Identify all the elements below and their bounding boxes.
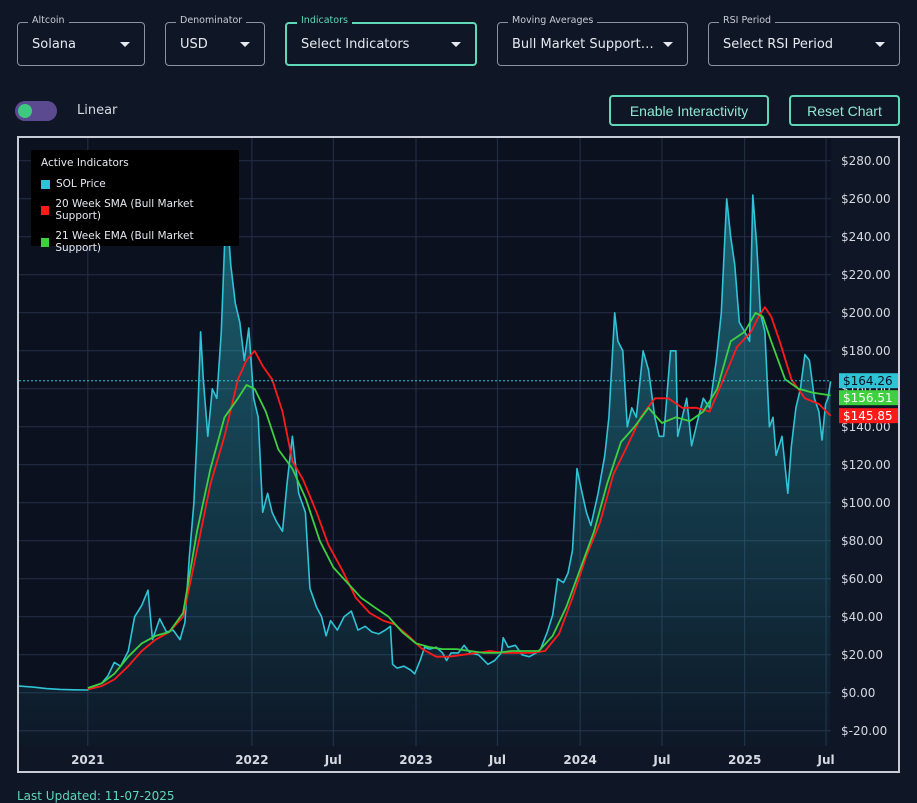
altcoin-select-label: Altcoin <box>28 15 69 26</box>
rsi-period-select[interactable]: RSI Period Select RSI Period <box>708 15 900 66</box>
legend-label: 20 Week SMA (Bull Market Support) <box>55 198 194 222</box>
y-tick-label: $80.00 <box>841 534 883 548</box>
y-tick-label: $0.00 <box>841 686 875 700</box>
x-tick-label: Jul <box>488 753 506 767</box>
scale-toggle-thumb <box>18 104 32 118</box>
legend-swatch <box>41 179 50 189</box>
y-tick-label: $-20.00 <box>841 724 887 738</box>
x-tick-label: Jul <box>324 753 342 767</box>
active-indicators-legend: Active Indicators SOL Price 20 Week SMA … <box>31 150 239 254</box>
y-tick-label: $280.00 <box>841 154 891 168</box>
x-tick-label: 2024 <box>563 753 596 767</box>
x-tick-label: 2023 <box>399 753 432 767</box>
last-value-badge-bg <box>839 408 898 424</box>
altcoin-select[interactable]: Altcoin Solana <box>17 15 145 66</box>
last-value-badge-text: $164.26 <box>843 374 893 388</box>
caret-down-icon <box>451 41 461 47</box>
y-tick-label: $20.00 <box>841 648 883 662</box>
badge-sol-price: $164.26 <box>839 373 898 389</box>
badge-20w-sma: $145.85 <box>839 408 898 424</box>
y-tick-label: $200.00 <box>841 306 891 320</box>
sol-price-line <box>19 194 832 691</box>
y-tick-label: $140.00 <box>841 420 891 434</box>
moving-averages-select[interactable]: Moving Averages Bull Market Support Band <box>497 15 688 66</box>
indicators-select[interactable]: Indicators Select Indicators <box>285 15 477 66</box>
y-tick-label: $220.00 <box>841 268 891 282</box>
last-value-badge-text: $156.51 <box>843 391 893 405</box>
badge-21w-ema: $156.51 <box>839 390 898 406</box>
enable-interactivity-button[interactable]: Enable Interactivity <box>609 95 769 126</box>
scale-toggle[interactable] <box>15 101 57 121</box>
last-updated: Last Updated: 11-07-2025 <box>17 789 175 803</box>
indicators-select-value: Select Indicators <box>301 36 410 52</box>
indicators-select-label: Indicators <box>297 15 352 26</box>
x-tick-label: 2025 <box>728 753 761 767</box>
legend-label: 21 Week EMA (Bull Market Support) <box>55 230 194 254</box>
rsi-period-select-label: RSI Period <box>719 15 776 26</box>
x-axis-panel <box>19 746 898 771</box>
legend-swatch <box>41 205 50 215</box>
reset-chart-button[interactable]: Reset Chart <box>789 95 900 126</box>
price-chart: $280.00 $260.00 $240.00 $220.00 $200.00 $180.… <box>19 138 898 771</box>
y-tick-label: $180.00 <box>841 344 891 358</box>
moving-averages-select-value: Bull Market Support Band <box>512 36 655 52</box>
x-tick-label: 2021 <box>71 753 104 767</box>
legend-item-21w-ema: 21 Week EMA (Bull Market Support) <box>41 230 229 254</box>
ema-21w-line <box>87 311 831 689</box>
y-tick-label: $60.00 <box>841 572 883 586</box>
y-tick-label: $100.00 <box>841 496 891 510</box>
denominator-select-value: USD <box>180 36 208 52</box>
y-tick-label: $260.00 <box>841 192 891 206</box>
denominator-select[interactable]: Denominator USD <box>165 15 265 66</box>
legend-title: Active Indicators <box>41 157 129 169</box>
legend-item-20w-sma: 20 Week SMA (Bull Market Support) <box>41 198 229 222</box>
last-value-badge-text: $145.85 <box>843 409 893 423</box>
sol-price-area <box>19 195 831 746</box>
legend-item-sol-price: SOL Price <box>41 178 229 190</box>
caret-down-icon <box>120 41 130 47</box>
legend-swatch <box>41 237 50 247</box>
caret-down-icon <box>663 41 673 47</box>
scale-toggle-label: Linear <box>77 103 118 118</box>
x-tick-label: Jul <box>816 753 834 767</box>
last-value-badge-bg <box>839 373 898 389</box>
x-tick-label: Jul <box>652 753 670 767</box>
legend-label: SOL Price <box>56 178 106 190</box>
rsi-period-select-value: Select RSI Period <box>723 36 834 52</box>
altcoin-select-value: Solana <box>32 36 76 52</box>
chart-area[interactable]: $280.00 $260.00 $240.00 $220.00 $200.00 $180.… <box>17 136 900 773</box>
x-tick-label: 2022 <box>235 753 268 767</box>
last-value-badge-bg <box>839 390 898 406</box>
moving-averages-select-label: Moving Averages <box>508 15 598 26</box>
sma-20w-line <box>87 306 832 691</box>
y-tick-label: $240.00 <box>841 230 891 244</box>
y-tick-label: $120.00 <box>841 458 891 472</box>
caret-down-icon <box>240 41 250 47</box>
y-tick-label: $40.00 <box>841 610 883 624</box>
caret-down-icon <box>875 41 885 47</box>
y-axis-panel <box>831 138 898 771</box>
denominator-select-label: Denominator <box>176 15 247 26</box>
